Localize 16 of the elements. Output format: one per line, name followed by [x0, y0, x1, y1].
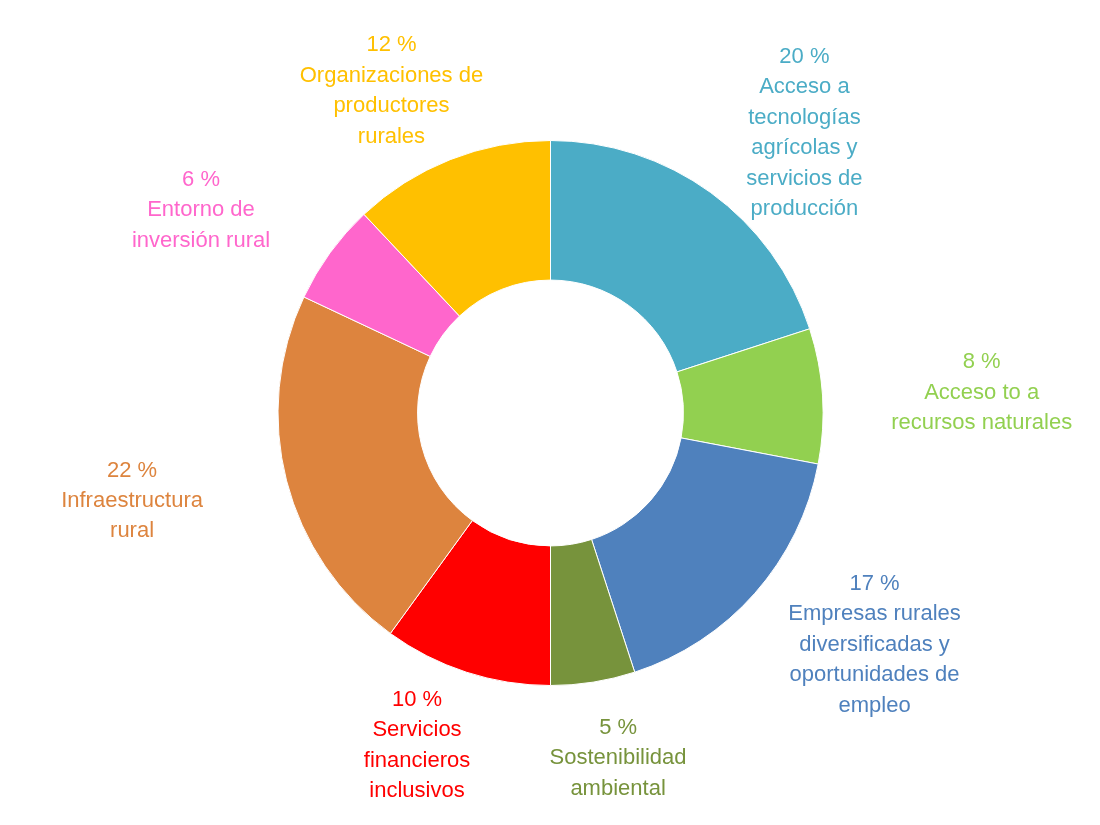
slice-label: Empresas rurales diversificadas y oportunidades de empleo	[788, 600, 961, 717]
slice-label: Entorno de inversión rural	[131, 196, 271, 252]
data-label: 8 %	[962, 348, 1001, 374]
slice-label: Acceso a tecnologías agrícolas y servicios de producción	[746, 73, 863, 221]
slice-label: Organizaciones de productores rurales	[299, 61, 484, 148]
data-label: 6 %	[182, 165, 220, 191]
data-label: 10 %	[391, 685, 443, 711]
slice-label: Sostenibilidad ambiental	[549, 744, 687, 800]
data-label: 22 %	[106, 456, 158, 482]
data-label: 17 %	[849, 569, 900, 595]
slice-label: Infraestructura rural	[61, 487, 204, 543]
data-label: 20 %	[779, 42, 830, 68]
data-label: 12 %	[366, 31, 417, 57]
slice-label: Servicios financieros inclusivos	[363, 716, 471, 803]
data-label: 5 %	[599, 713, 638, 739]
slice-label: Acceso to a recursos naturales	[891, 378, 1073, 435]
